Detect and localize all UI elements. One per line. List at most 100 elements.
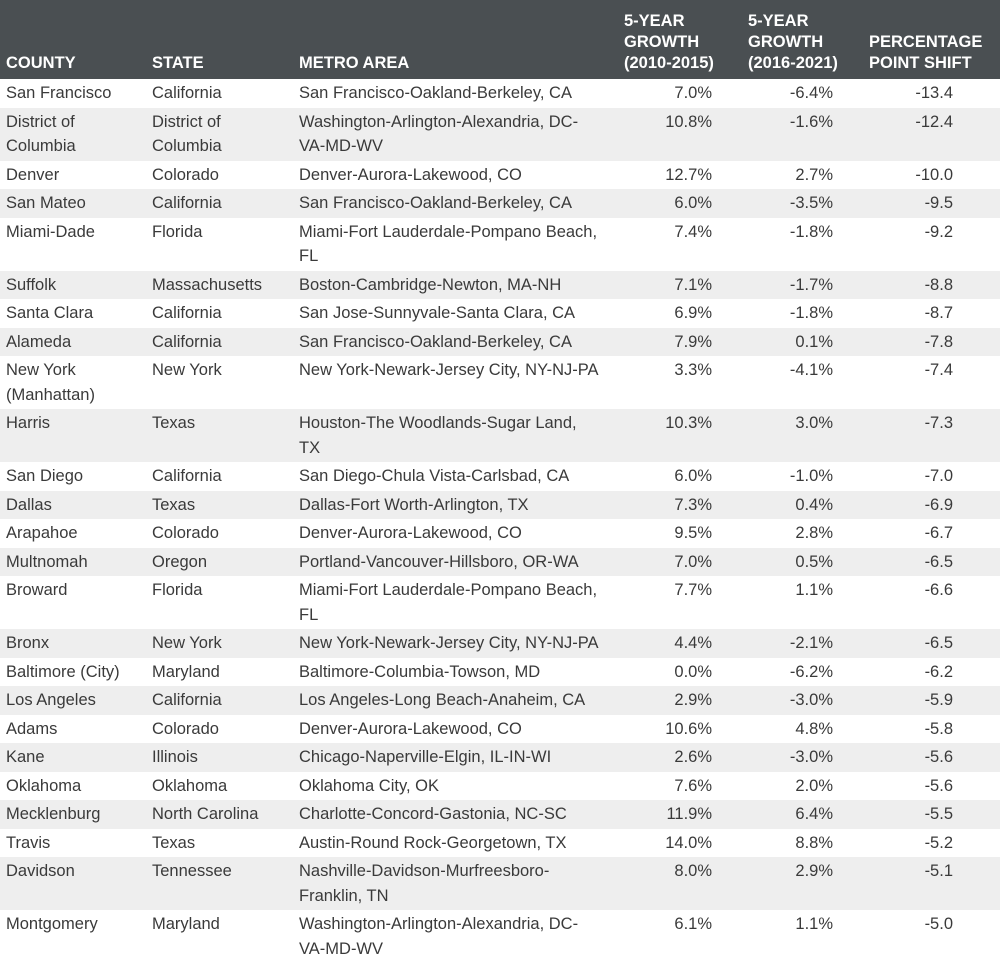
- cell-growth-2016-2021: 3.0%: [795, 414, 833, 432]
- cell-growth-2010-2015: 6.0%: [674, 467, 712, 485]
- cell-metro-area: New York-Newark-Jersey City, NY-NJ-PA: [299, 634, 599, 652]
- header-metro-area: METRO AREA: [299, 54, 410, 72]
- table-header: COUNTY STATE METRO AREA 5-YEAR GROWTH (2…: [0, 0, 1000, 79]
- cell-growth-2016-2021: -6.4%: [789, 84, 833, 102]
- cell-growth-2016-2021: 6.4%: [795, 805, 833, 823]
- cell-county: New York (Manhattan): [6, 361, 95, 404]
- cell-growth-2016-2021: 0.5%: [795, 552, 833, 571]
- cell-state: District of Columbia: [152, 112, 222, 156]
- cell-growth-2016-2021: 0.4%: [795, 495, 833, 514]
- cell-percentage-point-shift: -5.9: [924, 691, 953, 709]
- cell-metro-area: Denver-Aurora-Lakewood, CO: [299, 524, 522, 542]
- table-row: Kane Illinois Chicago-Naperville-Elgin, IL…: [0, 743, 1000, 772]
- cell-percentage-point-shift: -8.8: [924, 275, 953, 294]
- cell-growth-2010-2015: 6.9%: [674, 304, 712, 322]
- cell-state: Maryland: [152, 915, 220, 933]
- cell-percentage-point-shift: -5.5: [924, 805, 953, 823]
- cell-growth-2016-2021: -1.8%: [789, 304, 833, 322]
- cell-growth-2016-2021: -1.0%: [789, 467, 833, 485]
- header-percentage-point-shift: PERCENTAGE POINT SHIFT: [869, 33, 983, 72]
- table-row: Broward Florida Miami-Fort Lauderdale-Pomp…: [0, 576, 1000, 629]
- cell-state: North Carolina: [152, 805, 259, 823]
- cell-state: Texas: [152, 833, 196, 852]
- cell-percentage-point-shift: -5.2: [924, 833, 953, 852]
- cell-county: Mecklenburg: [6, 805, 101, 823]
- cell-county: Miami-Dade: [6, 222, 95, 241]
- cell-growth-2016-2021: 1.1%: [795, 581, 833, 599]
- header-row: COUNTY STATE METRO AREA 5-YEAR GROWTH (2…: [0, 0, 1000, 79]
- cell-state: Florida: [152, 222, 203, 241]
- cell-growth-2016-2021: -1.7%: [789, 275, 833, 294]
- cell-metro-area: Miami-Fort Lauderdale-Pompano Beach, FL: [299, 581, 598, 624]
- cell-percentage-point-shift: -6.9: [924, 495, 953, 514]
- cell-growth-2010-2015: 12.7%: [665, 165, 712, 184]
- header-county: COUNTY: [6, 54, 76, 72]
- cell-state: Tennessee: [152, 862, 232, 880]
- cell-metro-area: Denver-Aurora-Lakewood, CO: [299, 165, 522, 184]
- cell-growth-2016-2021: 1.1%: [795, 915, 833, 933]
- cell-metro-area: Oklahoma City, OK: [299, 776, 439, 795]
- table-row: Miami-Dade Florida Miami-Fort Lauderdale-P…: [0, 217, 1000, 271]
- cell-growth-2016-2021: 0.1%: [795, 332, 833, 351]
- table-row: Suffolk Massachusetts Boston-Cambridge-New…: [0, 270, 1000, 299]
- cell-growth-2016-2021: -4.1%: [789, 361, 833, 379]
- cell-metro-area: San Francisco-Oakland-Berkeley, CA: [299, 194, 572, 212]
- cell-metro-area: Boston-Cambridge-Newton, MA-NH: [299, 275, 562, 294]
- header-growth-2010-2015: 5-YEAR GROWTH (2010-2015): [624, 12, 714, 72]
- cell-growth-2016-2021: -3.0%: [789, 748, 833, 766]
- table-row: Multnomah Oregon Portland-Vancouver-Hillsb…: [0, 547, 1000, 576]
- cell-growth-2016-2021: 2.0%: [795, 776, 833, 795]
- cell-metro-area: New York-Newark-Jersey City, NY-NJ-PA: [299, 361, 599, 379]
- cell-growth-2010-2015: 3.3%: [674, 361, 712, 379]
- cell-metro-area: Austin-Round Rock-Georgetown, TX: [299, 833, 567, 852]
- cell-state: California: [152, 332, 222, 351]
- cell-percentage-point-shift: -7.8: [924, 332, 953, 351]
- table-row: District of Columbia District of Columbia…: [0, 107, 1000, 161]
- cell-growth-2010-2015: 14.0%: [665, 833, 712, 852]
- cell-growth-2010-2015: 6.0%: [674, 194, 712, 212]
- table-body: San Francisco California San Francisco-Oak…: [0, 79, 1000, 963]
- cell-percentage-point-shift: -7.3: [924, 414, 953, 432]
- cell-metro-area: Portland-Vancouver-Hillsboro, OR-WA: [299, 552, 579, 571]
- table-row: Harris Texas Houston-The Woodlands-Sugar L…: [0, 409, 1000, 462]
- cell-metro-area: Chicago-Naperville-Elgin, IL-IN-WI: [299, 748, 552, 766]
- cell-state: Colorado: [152, 165, 219, 184]
- header-growth-2016-2021: 5-YEAR GROWTH (2016-2021): [748, 12, 838, 72]
- cell-county: District of Columbia: [6, 112, 76, 156]
- cell-growth-2016-2021: -3.5%: [789, 194, 833, 212]
- table-row: San Diego California San Diego-Chula Vista…: [0, 462, 1000, 491]
- cell-county: Kane: [6, 748, 45, 766]
- cell-metro-area: Dallas-Fort Worth-Arlington, TX: [299, 495, 529, 514]
- cell-state: Colorado: [152, 524, 219, 542]
- cell-growth-2016-2021: -2.1%: [789, 634, 833, 652]
- cell-growth-2010-2015: 2.9%: [674, 691, 712, 709]
- cell-state: Massachusetts: [152, 275, 263, 294]
- cell-growth-2016-2021: -3.0%: [789, 691, 833, 709]
- cell-growth-2016-2021: -1.6%: [789, 112, 833, 131]
- cell-growth-2016-2021: 8.8%: [795, 833, 833, 852]
- cell-metro-area: Miami-Fort Lauderdale-Pompano Beach, FL: [299, 222, 598, 266]
- cell-county: Dallas: [6, 495, 52, 514]
- cell-metro-area: San Francisco-Oakland-Berkeley, CA: [299, 332, 572, 351]
- table-row: Bronx New York New York-Newark-Jersey City…: [0, 629, 1000, 658]
- cell-metro-area: Los Angeles-Long Beach-Anaheim, CA: [299, 691, 586, 709]
- table-row: New York (Manhattan) New York New York-New…: [0, 356, 1000, 409]
- cell-growth-2010-2015: 8.0%: [674, 862, 712, 880]
- cell-percentage-point-shift: -6.7: [924, 524, 953, 542]
- cell-county: Harris: [6, 414, 50, 432]
- cell-metro-area: Nashville-Davidson-Murfreesboro-Franklin…: [299, 862, 550, 905]
- cell-percentage-point-shift: -6.2: [924, 662, 953, 681]
- table-row: Denver Colorado Denver-Aurora-Lakewood, CO…: [0, 160, 1000, 189]
- cell-county: San Francisco: [6, 84, 112, 102]
- cell-county: Multnomah: [6, 552, 88, 571]
- cell-growth-2010-2015: 0.0%: [674, 662, 712, 681]
- cell-state: California: [152, 84, 222, 102]
- table-row: Montgomery Maryland Washington-Arlington-A…: [0, 910, 1000, 963]
- cell-percentage-point-shift: -12.4: [915, 112, 953, 131]
- table-row: Alameda California San Francisco-Oakland-B…: [0, 327, 1000, 356]
- cell-state: Colorado: [152, 719, 219, 738]
- cell-state: Illinois: [152, 748, 198, 766]
- cell-state: California: [152, 467, 222, 485]
- table-row: Baltimore (City) Maryland Baltimore-Columb…: [0, 657, 1000, 686]
- cell-metro-area: San Jose-Sunnyvale-Santa Clara, CA: [299, 304, 576, 322]
